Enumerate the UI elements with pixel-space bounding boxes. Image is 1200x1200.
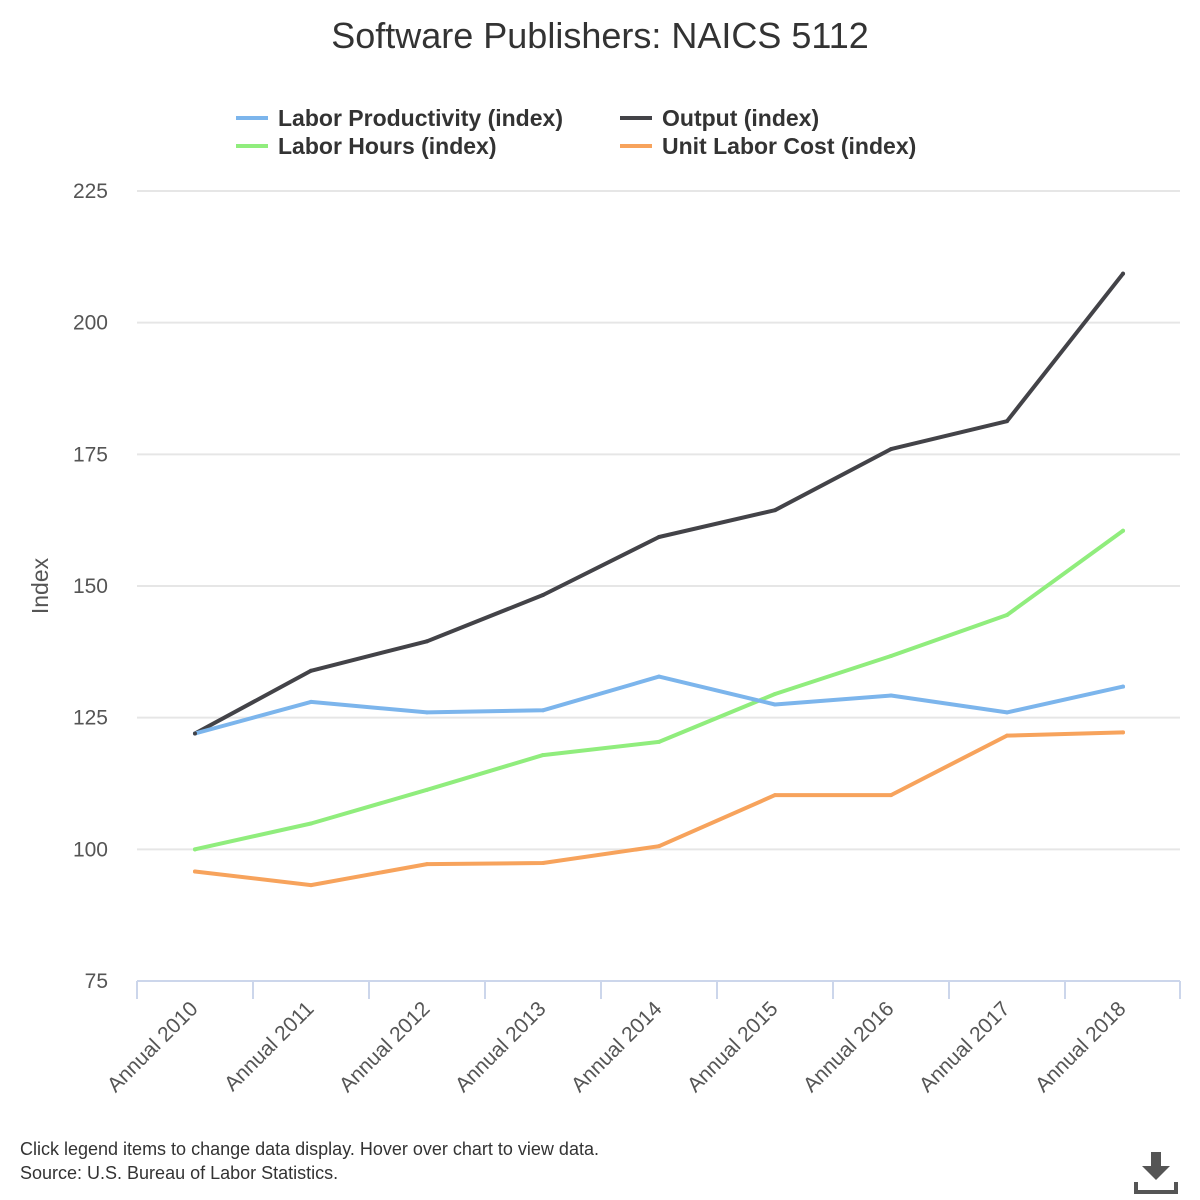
footer-note: Click legend items to change data displa… xyxy=(20,1139,599,1159)
legend-label[interactable]: Labor Productivity (index) xyxy=(278,105,563,131)
legend-item[interactable]: Labor Hours (index) xyxy=(236,133,497,159)
data-point[interactable] xyxy=(1121,528,1125,533)
x-tick-label: Annual 2011 xyxy=(220,997,319,1096)
data-point[interactable] xyxy=(193,847,197,852)
data-point[interactable] xyxy=(309,699,313,704)
x-tick-label: Annual 2015 xyxy=(683,997,783,1097)
x-tick-label: Annual 2017 xyxy=(915,997,1015,1097)
download-button[interactable] xyxy=(1128,1146,1184,1196)
data-point[interactable] xyxy=(773,793,777,798)
gridlines xyxy=(137,190,1180,851)
data-point[interactable] xyxy=(193,869,197,874)
data-point[interactable] xyxy=(657,739,661,744)
legend[interactable]: Labor Productivity (index) Output (index)… xyxy=(236,105,916,159)
data-point[interactable] xyxy=(657,674,661,679)
x-tick-label: Annual 2014 xyxy=(567,997,667,1097)
y-tick-label: 75 xyxy=(85,970,108,993)
x-tick-label: Annual 2010 xyxy=(103,997,203,1097)
series-line[interactable] xyxy=(193,674,1125,736)
data-point[interactable] xyxy=(889,793,893,798)
x-tick-label: Annual 2013 xyxy=(451,997,551,1097)
data-point[interactable] xyxy=(425,639,429,644)
chart-title: Software Publishers: NAICS 5112 xyxy=(331,15,869,56)
data-point[interactable] xyxy=(657,844,661,849)
x-tick-label: Annual 2012 xyxy=(335,997,435,1097)
data-point[interactable] xyxy=(1005,710,1009,715)
data-point[interactable] xyxy=(773,702,777,707)
y-tick-label: 175 xyxy=(73,443,108,466)
y-axis-label: Index xyxy=(27,557,53,614)
footer-source: Source: U.S. Bureau of Labor Statistics. xyxy=(20,1163,339,1183)
y-tick-label: 150 xyxy=(73,575,108,598)
data-point[interactable] xyxy=(1005,612,1009,617)
data-point[interactable] xyxy=(309,668,313,673)
x-tick-label: Annual 2018 xyxy=(1031,997,1131,1097)
legend-item[interactable]: Output (index) xyxy=(620,105,819,131)
x-tick-label: Annual 2016 xyxy=(799,997,899,1097)
series-line[interactable] xyxy=(193,730,1125,888)
data-point[interactable] xyxy=(1005,419,1009,424)
y-axis: 75 100 125 150 175 200 225 xyxy=(73,180,108,993)
legend-item[interactable]: Labor Productivity (index) xyxy=(236,105,563,131)
series-line[interactable] xyxy=(193,271,1125,736)
y-tick-label: 100 xyxy=(73,838,108,861)
data-point[interactable] xyxy=(541,708,545,713)
data-point[interactable] xyxy=(541,753,545,758)
data-point[interactable] xyxy=(541,861,545,866)
data-point[interactable] xyxy=(773,508,777,513)
data-point[interactable] xyxy=(889,654,893,659)
download-icon xyxy=(1134,1152,1178,1194)
data-point[interactable] xyxy=(773,691,777,696)
data-point[interactable] xyxy=(1121,730,1125,735)
legend-item[interactable]: Unit Labor Cost (index) xyxy=(620,133,916,159)
data-point[interactable] xyxy=(889,447,893,452)
y-tick-label: 125 xyxy=(73,707,108,730)
data-point[interactable] xyxy=(425,862,429,867)
legend-label[interactable]: Output (index) xyxy=(662,105,819,131)
y-tick-label: 200 xyxy=(73,312,108,335)
data-point[interactable] xyxy=(309,883,313,888)
data-point[interactable] xyxy=(657,535,661,540)
y-tick-label: 225 xyxy=(73,180,108,203)
data-point[interactable] xyxy=(425,787,429,792)
series-line[interactable] xyxy=(193,528,1125,852)
data-point[interactable] xyxy=(193,731,197,736)
data-point[interactable] xyxy=(1005,733,1009,738)
data-point[interactable] xyxy=(425,710,429,715)
legend-label[interactable]: Unit Labor Cost (index) xyxy=(662,133,916,159)
plot-area[interactable] xyxy=(193,271,1125,888)
data-point[interactable] xyxy=(1121,271,1125,276)
data-point[interactable] xyxy=(541,592,545,597)
x-axis: Annual 2010 Annual 2011 Annual 2012 Annual … xyxy=(103,980,1181,1097)
data-point[interactable] xyxy=(889,693,893,698)
data-point[interactable] xyxy=(1121,684,1125,689)
data-point[interactable] xyxy=(309,821,313,826)
legend-label[interactable]: Labor Hours (index) xyxy=(278,133,497,159)
